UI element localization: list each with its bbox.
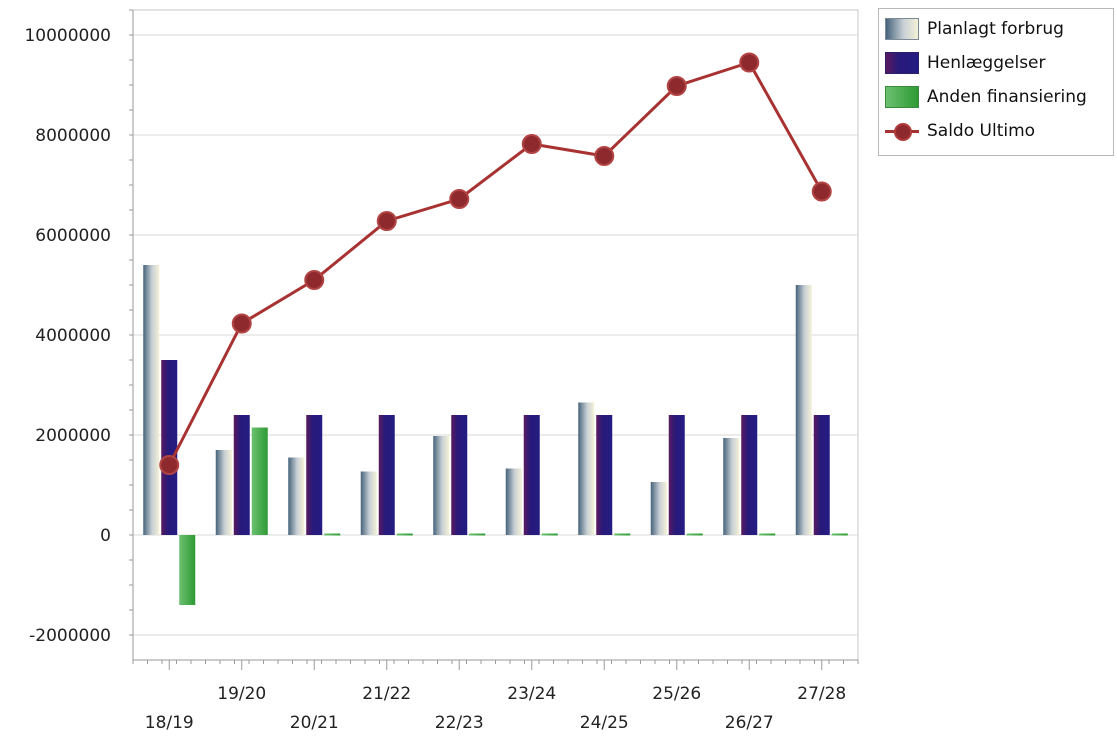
saldo-ultimo-line: [167, 60, 824, 466]
bar-henl-ggelser-3: [378, 415, 395, 535]
bar-anden-finansiering-3: [396, 533, 413, 536]
bar-henl-ggelser-0: [161, 360, 178, 535]
x-tick-label: 19/20: [217, 684, 266, 704]
bar-anden-finansiering-4: [469, 533, 486, 536]
legend-label-anden: Anden finansiering: [927, 87, 1087, 107]
x-tick-label: 24/25: [580, 713, 629, 733]
legend-item-saldo: Saldo Ultimo: [885, 117, 1035, 145]
bar-anden-finansiering-8: [759, 533, 776, 536]
y-tick-label: 8000000: [35, 126, 111, 146]
legend-label-henlaeggelser: Henlæggelser: [927, 53, 1046, 73]
bar-anden-finansiering-1: [251, 427, 268, 535]
y-tick-label: 0: [100, 526, 111, 546]
x-tick-label: 23/24: [507, 684, 556, 704]
bar-planlagt-forbrug-7: [650, 482, 667, 535]
bar-planlagt-forbrug-1: [215, 450, 232, 535]
saldo-point-4: [449, 189, 470, 209]
axes: [129, 9, 859, 670]
bar-henl-ggelser-4: [451, 415, 468, 535]
saldo-point-3: [376, 211, 397, 231]
bar-henl-ggelser-5: [523, 415, 540, 535]
y-tick-label: -2000000: [29, 626, 111, 646]
y-tick-label: 2000000: [35, 426, 111, 446]
bar-planlagt-forbrug-2: [288, 457, 305, 535]
x-tick-label: 20/21: [290, 713, 339, 733]
legend-swatch-henlaeggelser: [885, 52, 919, 74]
x-tick-label: 18/19: [145, 713, 194, 733]
bar-anden-finansiering-7: [686, 533, 703, 536]
x-tick-label: 22/23: [435, 713, 484, 733]
bar-planlagt-forbrug-3: [360, 471, 377, 535]
bar-henl-ggelser-8: [741, 415, 758, 535]
x-tick-labels: 18/19 19/20 20/21 21/22 22/23 23/24 24/25 25/26…: [145, 684, 847, 733]
saldo-point-8: [739, 52, 760, 73]
x-tick-label: 26/27: [725, 713, 774, 733]
saldo-point-5: [521, 134, 542, 154]
bar-planlagt-forbrug-8: [723, 438, 740, 535]
y-tick-labels: 10000000 8000000 6000000 4000000 2000000 0 -20…: [24, 26, 111, 646]
legend: Planlagt forbrug Henlæggelser Anden fina…: [878, 8, 1114, 156]
saldo-point-9: [811, 181, 832, 202]
grid-lines: [132, 9, 859, 661]
bar-planlagt-forbrug-0: [143, 265, 160, 535]
bar-henl-ggelser-9: [813, 415, 830, 535]
legend-label-saldo: Saldo Ultimo: [927, 121, 1036, 141]
legend-swatch-saldo: [885, 120, 919, 142]
bar-planlagt-forbrug-5: [505, 468, 522, 535]
saldo-point-0: [159, 455, 180, 475]
legend-item-anden: Anden finansiering: [885, 83, 1087, 111]
bar-planlagt-forbrug-6: [578, 402, 595, 535]
legend-swatch-planlagt: [885, 18, 919, 40]
legend-item-planlagt: Planlagt forbrug: [885, 15, 1064, 43]
chart: 10000000 8000000 6000000 4000000 2000000 0 -20…: [24, 9, 859, 733]
saldo-point-2: [304, 270, 325, 290]
bar-henl-ggelser-2: [306, 415, 323, 535]
bar-henl-ggelser-1: [233, 415, 250, 535]
saldo-line: [159, 52, 832, 475]
saldo-point-6: [594, 146, 615, 166]
x-tick-label: 21/22: [362, 684, 411, 704]
bar-anden-finansiering-5: [541, 533, 558, 536]
bar-anden-finansiering-6: [614, 533, 631, 536]
bar-planlagt-forbrug-4: [433, 436, 450, 535]
bars: [143, 265, 848, 605]
bar-anden-finansiering-9: [831, 533, 848, 536]
bar-henl-ggelser-6: [596, 415, 613, 535]
legend-swatch-anden: [885, 86, 919, 108]
x-tick-label: 25/26: [652, 684, 701, 704]
bar-henl-ggelser-7: [668, 415, 685, 535]
y-tick-label: 10000000: [24, 26, 111, 46]
legend-item-henlaeggelser: Henlæggelser: [885, 49, 1046, 77]
y-tick-label: 6000000: [35, 226, 111, 246]
bar-planlagt-forbrug-9: [795, 285, 812, 535]
legend-label-planlagt: Planlagt forbrug: [927, 19, 1064, 39]
x-tick-label: 27/28: [797, 684, 846, 704]
saldo-point-7: [666, 76, 687, 96]
bar-anden-finansiering-0: [179, 535, 196, 605]
y-tick-label: 4000000: [35, 326, 111, 346]
saldo-point-1: [231, 313, 252, 334]
bar-anden-finansiering-2: [324, 533, 341, 536]
